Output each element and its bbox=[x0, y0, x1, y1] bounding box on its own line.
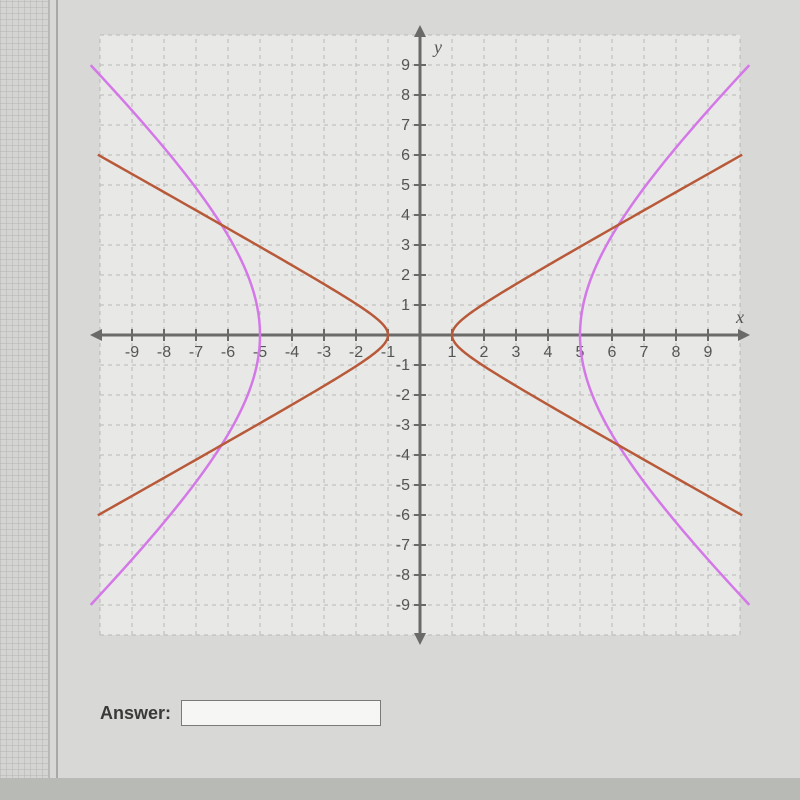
svg-text:-3: -3 bbox=[317, 344, 331, 361]
svg-text:-8: -8 bbox=[157, 344, 171, 361]
svg-text:9: 9 bbox=[704, 344, 713, 361]
svg-text:-4: -4 bbox=[285, 344, 299, 361]
svg-text:-5: -5 bbox=[396, 477, 410, 494]
svg-text:-2: -2 bbox=[349, 344, 363, 361]
svg-text:7: 7 bbox=[640, 344, 649, 361]
svg-text:-9: -9 bbox=[125, 344, 139, 361]
svg-text:4: 4 bbox=[544, 344, 553, 361]
margin-divider bbox=[56, 0, 58, 800]
svg-text:-3: -3 bbox=[396, 417, 410, 434]
svg-text:2: 2 bbox=[401, 267, 410, 284]
svg-text:7: 7 bbox=[401, 117, 410, 134]
svg-text:-7: -7 bbox=[396, 537, 410, 554]
svg-text:6: 6 bbox=[401, 147, 410, 164]
svg-text:1: 1 bbox=[401, 297, 410, 314]
svg-text:-2: -2 bbox=[396, 387, 410, 404]
svg-text:-6: -6 bbox=[396, 507, 410, 524]
answer-input[interactable] bbox=[181, 700, 381, 726]
answer-row: Answer: bbox=[100, 700, 381, 726]
svg-text:-8: -8 bbox=[396, 567, 410, 584]
bottom-bar bbox=[0, 778, 800, 800]
svg-text:8: 8 bbox=[672, 344, 681, 361]
svg-text:-1: -1 bbox=[396, 357, 410, 374]
svg-text:-7: -7 bbox=[189, 344, 203, 361]
answer-label: Answer: bbox=[100, 703, 171, 724]
svg-text:1: 1 bbox=[448, 344, 457, 361]
svg-text:5: 5 bbox=[401, 177, 410, 194]
svg-text:y: y bbox=[432, 37, 442, 57]
chart-container: -9-8-7-6-5-4-3-2-1123456789-9-8-7-6-5-4-… bbox=[75, 10, 765, 660]
svg-text:3: 3 bbox=[512, 344, 521, 361]
svg-text:x: x bbox=[735, 307, 744, 327]
svg-text:8: 8 bbox=[401, 87, 410, 104]
notebook-margin bbox=[0, 0, 50, 800]
svg-text:9: 9 bbox=[401, 57, 410, 74]
svg-text:2: 2 bbox=[480, 344, 489, 361]
svg-text:-9: -9 bbox=[396, 597, 410, 614]
hyperbola-chart: -9-8-7-6-5-4-3-2-1123456789-9-8-7-6-5-4-… bbox=[75, 10, 765, 660]
svg-text:3: 3 bbox=[401, 237, 410, 254]
svg-text:6: 6 bbox=[608, 344, 617, 361]
svg-text:4: 4 bbox=[401, 207, 410, 224]
svg-text:-6: -6 bbox=[221, 344, 235, 361]
svg-text:-4: -4 bbox=[396, 447, 410, 464]
